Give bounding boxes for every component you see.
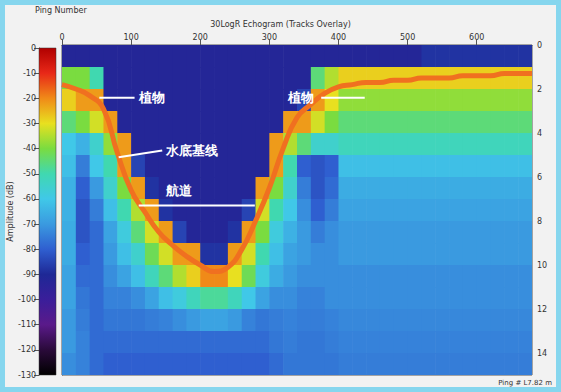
- svg-text:4: 4: [537, 129, 542, 138]
- svg-text:-120: -120: [18, 345, 36, 354]
- svg-text:-50: -50: [23, 169, 36, 178]
- svg-text:2: 2: [537, 85, 542, 94]
- svg-text:12: 12: [537, 305, 547, 314]
- svg-text:500: 500: [400, 33, 415, 42]
- svg-text:30LogR Echogram (Tracks Overla: 30LogR Echogram (Tracks Overlay): [210, 20, 351, 29]
- svg-text:-80: -80: [23, 245, 36, 254]
- svg-text:600: 600: [469, 33, 484, 42]
- svg-text:航道: 航道: [165, 183, 193, 198]
- svg-text:0: 0: [537, 41, 542, 50]
- svg-text:8: 8: [537, 217, 542, 226]
- svg-text:-90: -90: [23, 270, 36, 279]
- svg-text:0: 0: [31, 44, 36, 53]
- svg-text:Ping Number: Ping Number: [35, 6, 87, 15]
- svg-text:水底基线: 水底基线: [165, 143, 218, 158]
- svg-text:-30: -30: [23, 119, 36, 128]
- svg-text:植物: 植物: [138, 90, 165, 105]
- svg-text:-130: -130: [18, 371, 36, 380]
- svg-text:14: 14: [537, 349, 547, 358]
- svg-text:-70: -70: [23, 220, 36, 229]
- svg-text:0: 0: [59, 33, 64, 42]
- svg-text:400: 400: [331, 33, 346, 42]
- svg-text:-10: -10: [23, 69, 36, 78]
- svg-text:-40: -40: [23, 144, 36, 153]
- svg-text:200: 200: [193, 33, 208, 42]
- svg-text:-20: -20: [23, 94, 36, 103]
- svg-text:10: 10: [537, 261, 547, 270]
- svg-text:Ping # L7.82 m: Ping # L7.82 m: [498, 379, 552, 387]
- svg-text:-110: -110: [18, 320, 36, 329]
- svg-text:-60: -60: [23, 194, 36, 203]
- svg-text:植物: 植物: [287, 90, 314, 105]
- svg-text:300: 300: [262, 33, 277, 42]
- svg-text:100: 100: [123, 33, 138, 42]
- svg-text:Amplitude (dB): Amplitude (dB): [6, 181, 15, 241]
- svg-text:6: 6: [537, 173, 542, 182]
- svg-text:-100: -100: [18, 295, 36, 304]
